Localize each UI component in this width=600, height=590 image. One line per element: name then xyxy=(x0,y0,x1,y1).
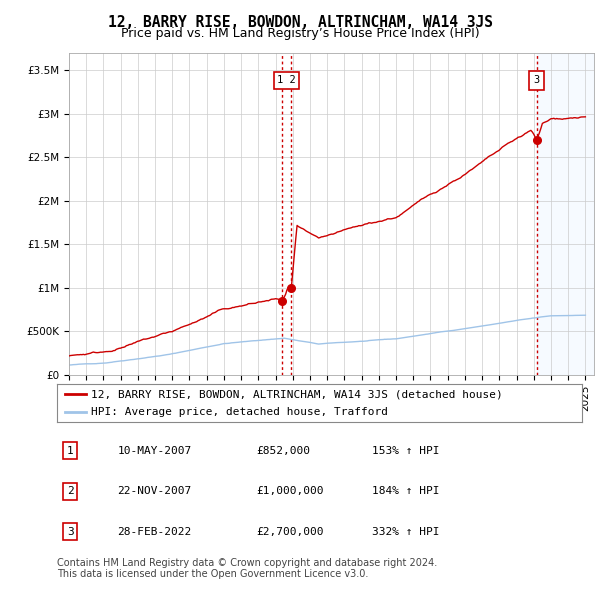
Text: 2: 2 xyxy=(67,486,74,496)
Text: 153% ↑ HPI: 153% ↑ HPI xyxy=(372,445,439,455)
Text: Price paid vs. HM Land Registry’s House Price Index (HPI): Price paid vs. HM Land Registry’s House … xyxy=(121,27,479,40)
Text: 332% ↑ HPI: 332% ↑ HPI xyxy=(372,527,439,537)
Text: 12, BARRY RISE, BOWDON, ALTRINCHAM, WA14 3JS (detached house): 12, BARRY RISE, BOWDON, ALTRINCHAM, WA14… xyxy=(91,389,503,399)
Text: 1: 1 xyxy=(67,445,74,455)
Text: 3: 3 xyxy=(533,76,540,86)
Text: 1 2: 1 2 xyxy=(277,76,296,86)
Text: 28-FEB-2022: 28-FEB-2022 xyxy=(118,527,191,537)
Text: HPI: Average price, detached house, Trafford: HPI: Average price, detached house, Traf… xyxy=(91,407,388,417)
Text: 3: 3 xyxy=(67,527,74,537)
Text: 10-MAY-2007: 10-MAY-2007 xyxy=(118,445,191,455)
Text: £2,700,000: £2,700,000 xyxy=(257,527,324,537)
Bar xyxy=(536,53,594,375)
Text: 184% ↑ HPI: 184% ↑ HPI xyxy=(372,486,439,496)
Text: Contains HM Land Registry data © Crown copyright and database right 2024.
This d: Contains HM Land Registry data © Crown c… xyxy=(57,558,437,579)
Text: 22-NOV-2007: 22-NOV-2007 xyxy=(118,486,191,496)
Text: 12, BARRY RISE, BOWDON, ALTRINCHAM, WA14 3JS: 12, BARRY RISE, BOWDON, ALTRINCHAM, WA14… xyxy=(107,15,493,30)
Text: £1,000,000: £1,000,000 xyxy=(257,486,324,496)
Text: £852,000: £852,000 xyxy=(257,445,311,455)
